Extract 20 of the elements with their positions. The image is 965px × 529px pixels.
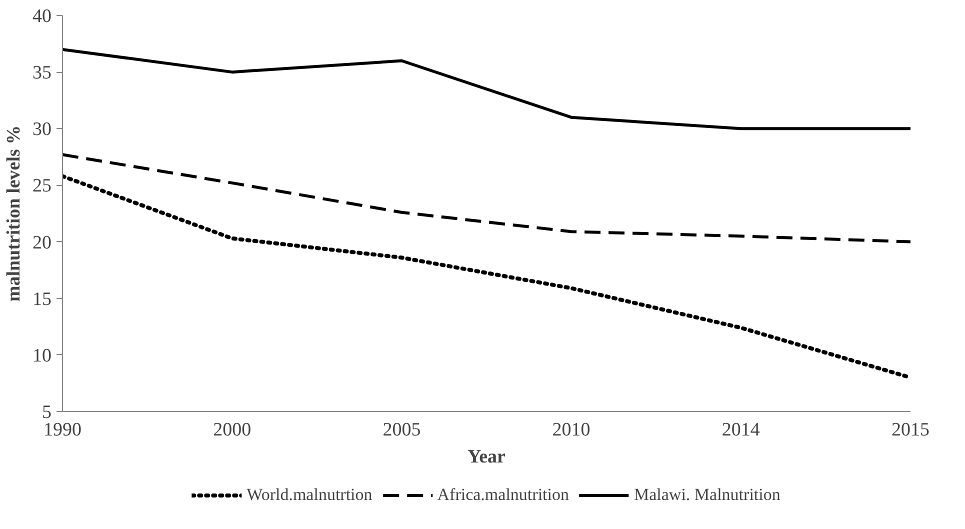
y-tick-label: 25 — [32, 176, 52, 197]
x-tick-label: 2005 — [382, 420, 421, 440]
legend-label: Malawi. Malnutrition — [634, 485, 780, 505]
x-axis-title: Year — [468, 446, 506, 468]
y-tick-label: 30 — [32, 119, 52, 140]
y-tick-label: 15 — [32, 288, 52, 310]
y-tick-label: 35 — [32, 62, 52, 84]
legend-label: World.malnutrtion — [246, 485, 372, 505]
y-axis-title: malnutrition levels % — [4, 125, 24, 302]
y-tick-label: 10 — [32, 345, 52, 366]
x-tick-label: 2010 — [552, 420, 590, 440]
line-series — [62, 48, 910, 130]
x-tick-label: 2015 — [892, 420, 930, 440]
x-tick-label: 2014 — [722, 420, 760, 440]
legend-label: Africa.malnutrition — [437, 485, 569, 505]
line-series — [62, 174, 910, 380]
line-series — [62, 153, 910, 244]
x-tick-label: 2000 — [213, 420, 252, 440]
y-tick-label: 40 — [32, 6, 52, 27]
y-tick-label: 20 — [32, 232, 52, 254]
